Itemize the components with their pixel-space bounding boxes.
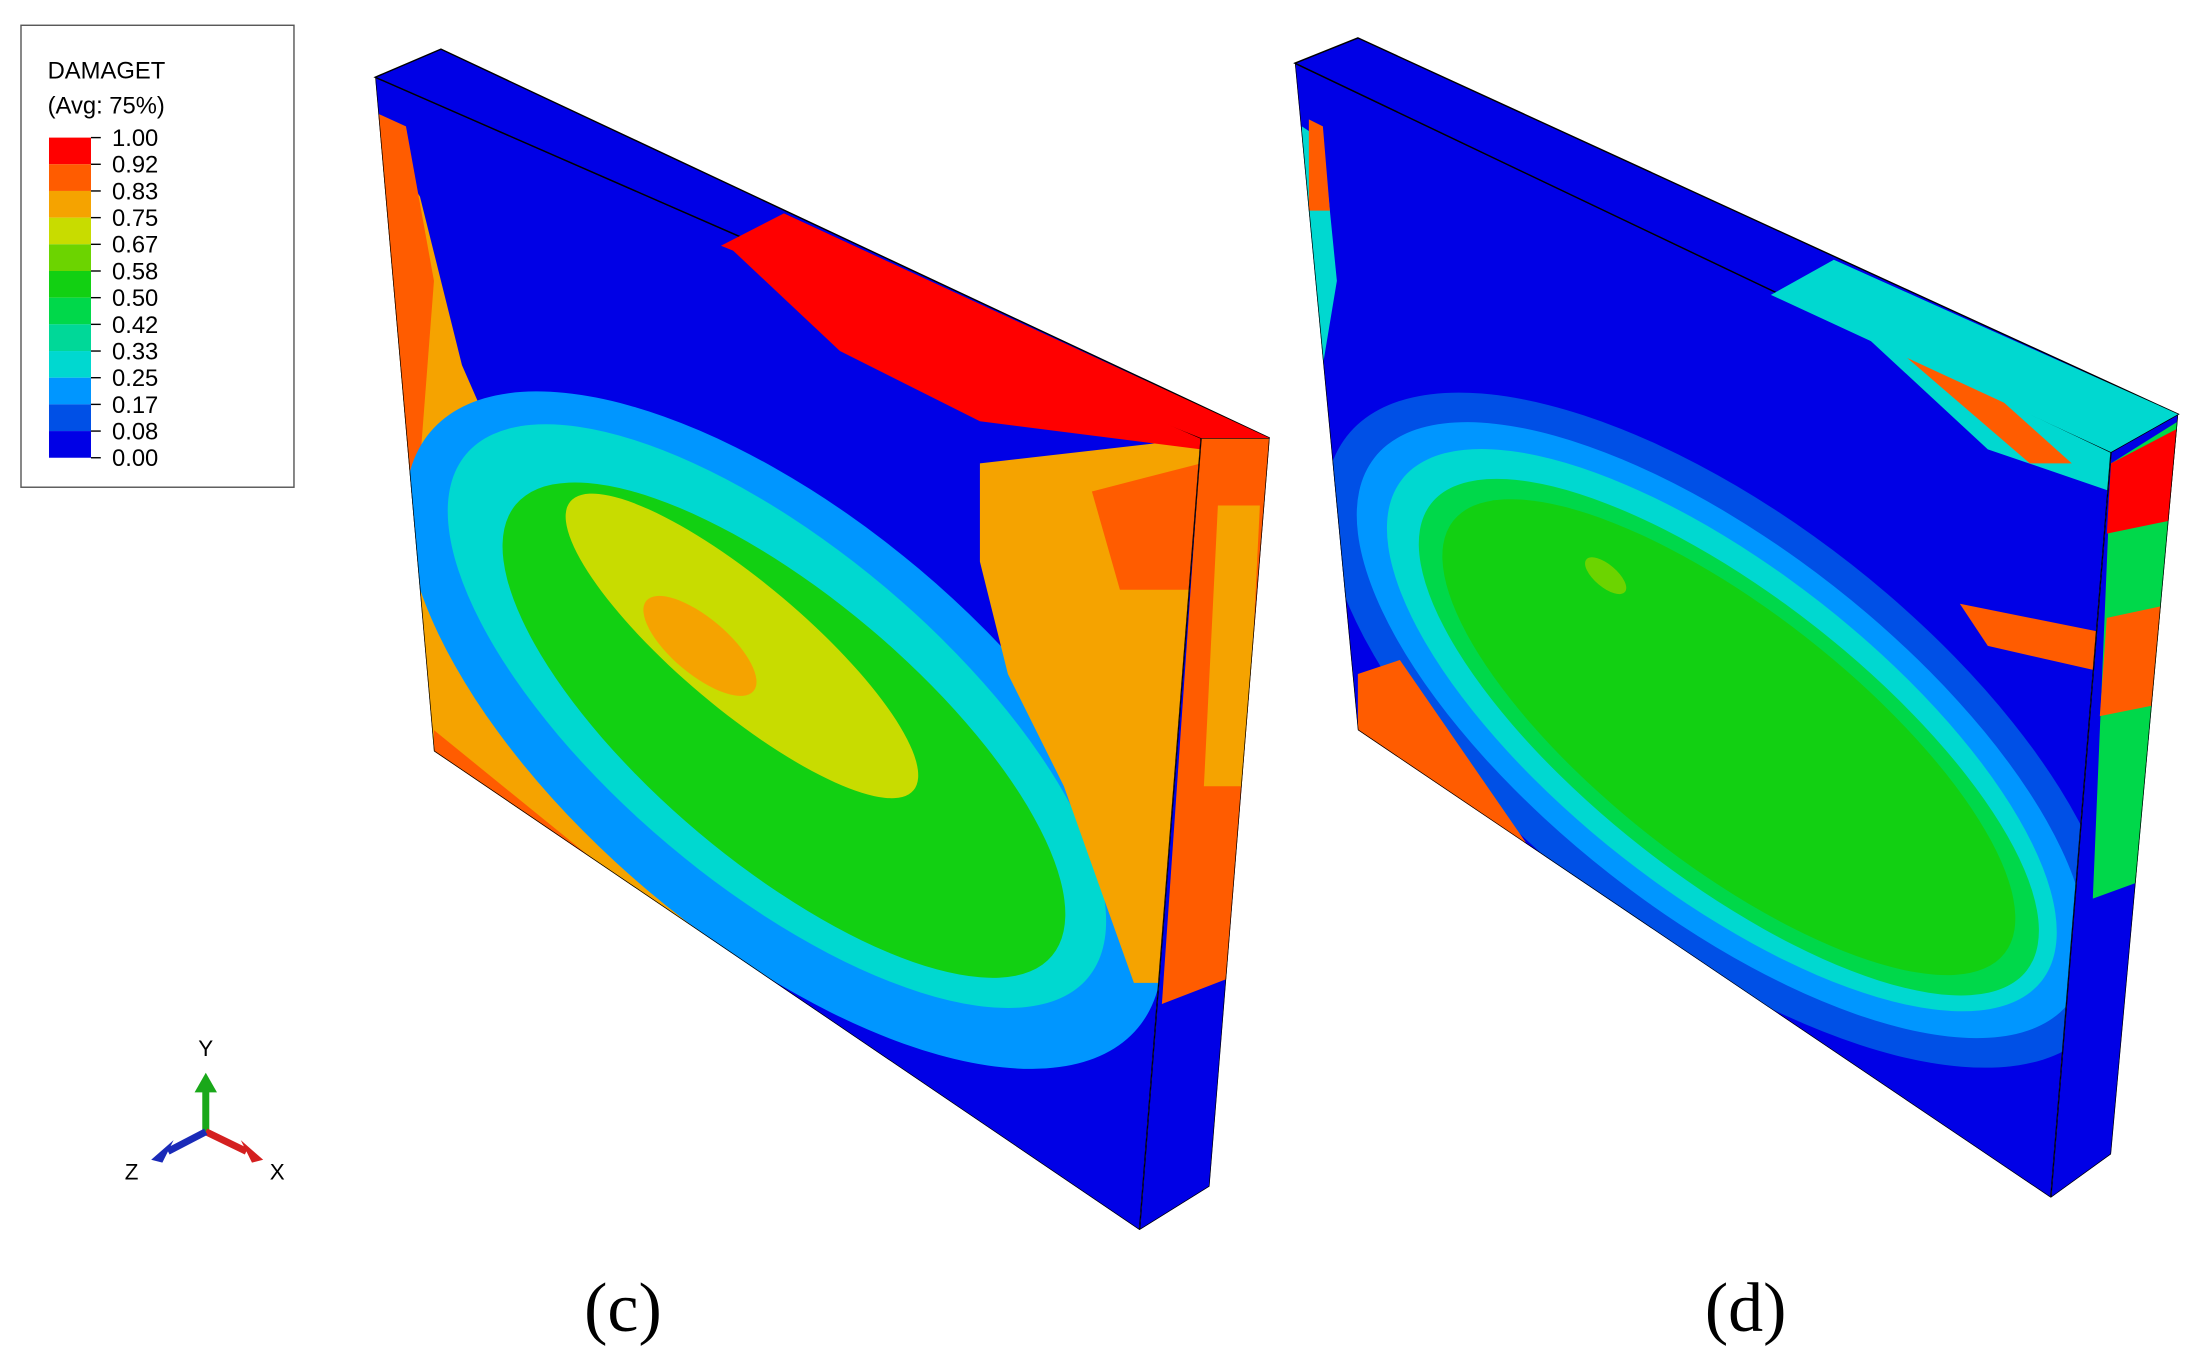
plate-top-zone (720, 213, 1270, 439)
contour (1442, 499, 2016, 976)
legend-swatch (48, 164, 91, 191)
legend-bar: 1.000.920.830.750.670.580.500.420.330.25… (48, 125, 158, 472)
legend-label: 1.00 (112, 125, 158, 152)
legend-swatch (48, 351, 91, 378)
panel-caption: (c) (584, 1270, 662, 1347)
contour (1357, 659, 1526, 857)
legend-swatch (48, 190, 91, 218)
contour (1308, 119, 1330, 211)
legend-swatch (48, 377, 91, 405)
triad-x-label: X (270, 1159, 285, 1184)
legend-swatch (48, 217, 91, 245)
contour (2099, 603, 2173, 717)
legend-swatch (48, 404, 91, 432)
legend-swatch (48, 431, 91, 458)
triad-x-axis (204, 1128, 248, 1155)
legend-subtitle: (Avg: 75%) (48, 93, 165, 120)
contour (1091, 463, 1202, 590)
legend-label: 0.67 (112, 232, 158, 259)
contour (1203, 505, 1260, 787)
legend-label: 0.17 (112, 392, 158, 419)
triad-z-arrow (151, 1140, 174, 1163)
legend-swatch (48, 137, 91, 165)
contour (2106, 428, 2179, 534)
legend-label: 0.83 (112, 178, 158, 205)
legend-swatch (48, 270, 91, 298)
plate-top-zone (1770, 259, 2179, 453)
contour (1585, 557, 1627, 595)
triad-y-arrow (194, 1072, 217, 1093)
legend-swatch (48, 324, 91, 352)
axis-triad: Y Z X (125, 1036, 285, 1185)
triad-x-arrow (240, 1140, 264, 1163)
legend-label: 0.25 (112, 365, 158, 392)
legend-swatch (48, 244, 91, 271)
legend-swatch (48, 297, 91, 325)
legend-label: 0.00 (112, 445, 158, 472)
triad-y-label: Y (198, 1036, 213, 1061)
legend-label: 0.42 (112, 312, 158, 339)
contour (1959, 603, 2112, 674)
legend-label: 0.08 (112, 418, 158, 445)
contour-plots (373, 37, 2180, 1231)
legend-label: 0.92 (112, 152, 158, 179)
legend-label: 0.58 (112, 258, 158, 285)
plate-front (1294, 63, 2112, 1198)
triad-z-axis (166, 1128, 208, 1155)
contour (565, 493, 919, 799)
legend-label: 0.75 (112, 205, 158, 232)
panel-caption: (d) (1705, 1270, 1787, 1347)
contour (643, 595, 757, 696)
triad-z-label: Z (125, 1159, 139, 1184)
legend-label: 0.33 (112, 338, 158, 365)
legend-title: DAMAGET (48, 58, 166, 85)
legend-label: 0.50 (112, 285, 158, 312)
